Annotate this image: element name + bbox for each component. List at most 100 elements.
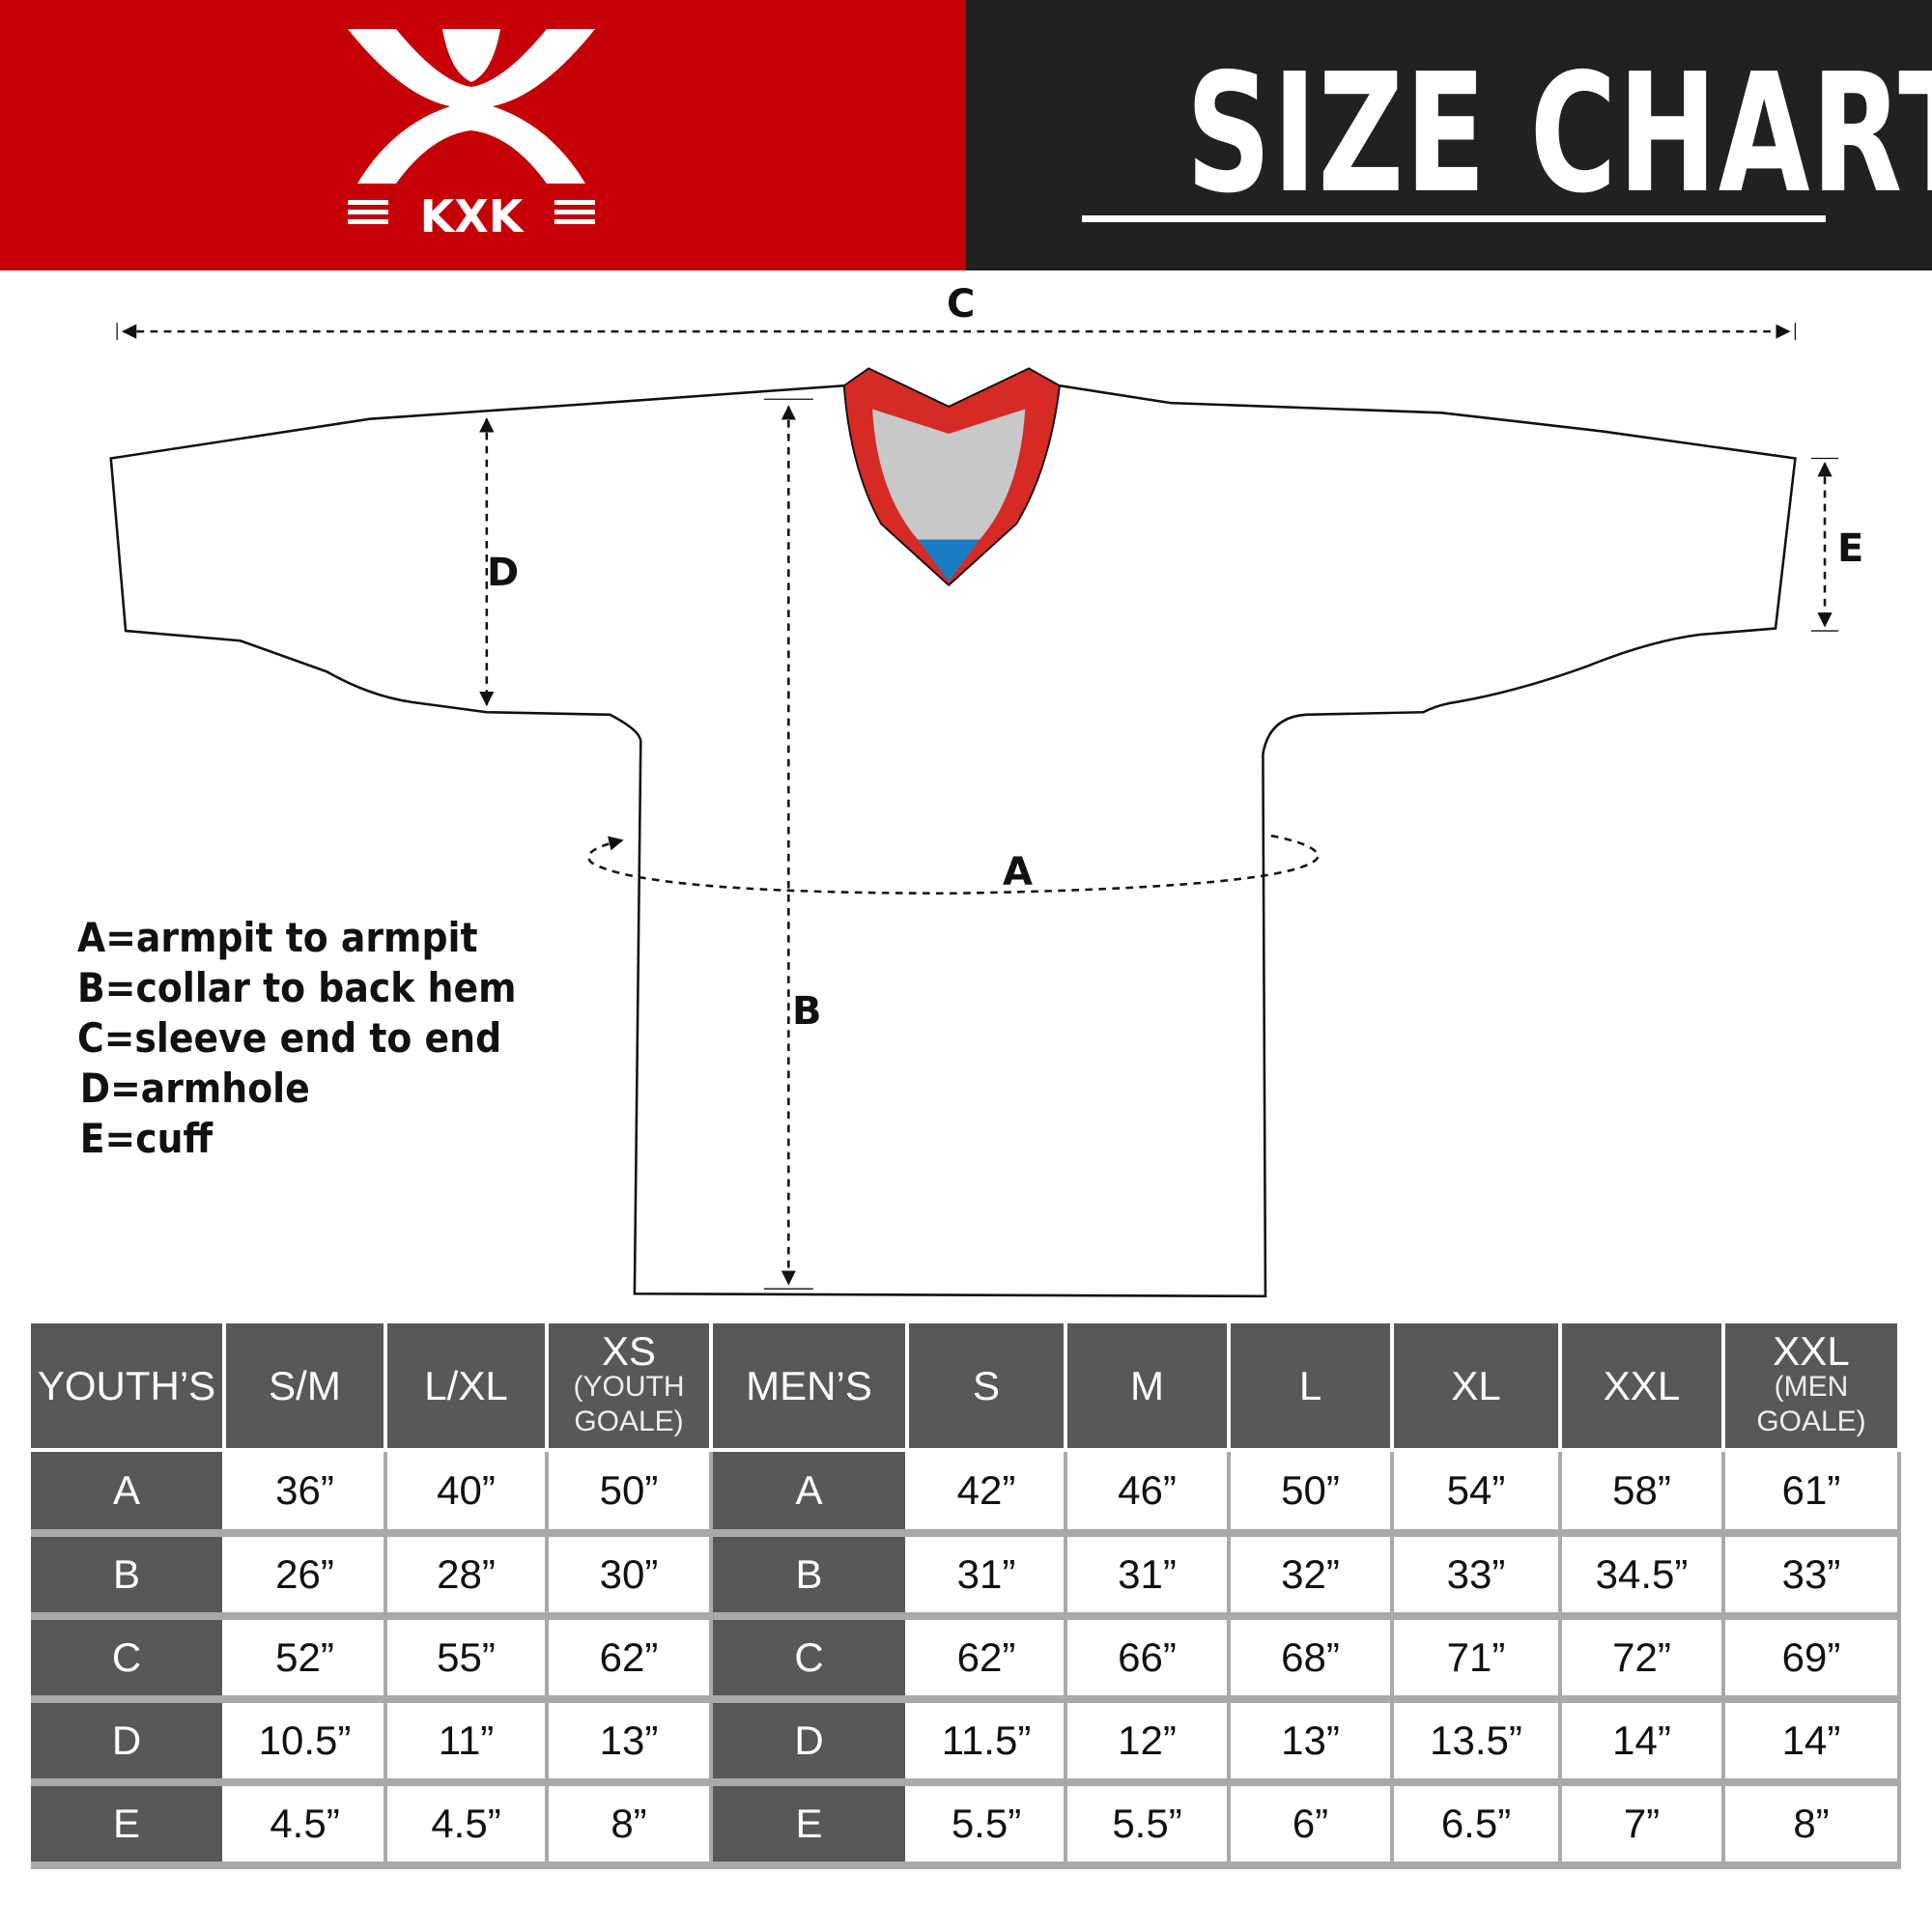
cell-value: 36” [224,1450,387,1537]
cell-value: 34.5” [1560,1533,1725,1620]
cell-value: 26” [224,1533,387,1620]
cell-value: 52” [224,1616,387,1703]
cell-value: 32” [1229,1533,1394,1620]
cell-value: 5.5” [1065,1782,1231,1869]
cell-value: 46” [1065,1450,1231,1537]
row-label: E [31,1782,226,1869]
header-label: S/M [269,1362,341,1408]
cell-value: 71” [1392,1616,1562,1703]
header-label: L/XL [424,1362,508,1408]
brand-name: KXK [420,190,526,242]
cell-value: 72” [1560,1616,1725,1703]
title-underline [1082,215,1826,222]
size-table: YOUTH’S S/M L/XL XS (YOUTH GOALE) MEN’S S M L XL X… [31,1323,1901,1869]
title-banner [966,0,1932,270]
cell-value: 6” [1229,1782,1394,1869]
table-row: B 26” 28” 30” B 31” 31” 32” 33” 34.5” 33” [31,1533,1901,1620]
legend-item: A=armpit to armpit [77,914,478,961]
youth-header: YOUTH’S [31,1323,226,1452]
header-label: S [972,1362,1000,1408]
cell-value: 11.5” [907,1699,1067,1786]
row-label: C [31,1616,226,1703]
cell-value: 58” [1560,1450,1725,1537]
header-label: XXL [1603,1362,1681,1408]
cell-value: 11” [385,1699,549,1786]
cell-value: 8” [547,1782,713,1869]
label-d: D [487,551,520,595]
cell-value: 54” [1392,1450,1562,1537]
collar-insert [918,539,980,582]
row-label: A [31,1450,226,1537]
kxk-logo: KXK [348,29,595,242]
cell-value: 4.5” [385,1782,549,1869]
cell-value: 28” [385,1533,549,1620]
collar-inner [872,409,1026,540]
cell-value: 6.5” [1392,1782,1562,1869]
header-label: XS [601,1327,657,1374]
cell-value: 13” [1229,1699,1394,1786]
size-header: XXL [1560,1323,1725,1452]
header-label: XXL [1773,1327,1850,1374]
cell-value: 50” [1229,1450,1394,1537]
size-header: S/M [224,1323,387,1452]
row-label: D [711,1699,909,1786]
cell-value: 33” [1723,1533,1901,1620]
jersey-outline [109,384,1797,1298]
cell-value: 14” [1723,1699,1901,1786]
table-row: A 36” 40” 50” A 42” 46” 50” 54” 58” 61” [31,1450,1901,1537]
label-c: C [947,282,976,327]
header-sublabel: (MEN GOALE) [1756,1370,1866,1437]
legend-item: D=armhole [79,1065,310,1112]
men-header: MEN’S [711,1323,909,1452]
cell-value: 31” [907,1533,1067,1620]
legend-item: C=sleeve end to end [77,1014,502,1062]
cell-value: 13” [547,1699,713,1786]
size-header: XXL (MEN GOALE) [1723,1323,1901,1452]
row-label: C [711,1616,909,1703]
size-header: M [1065,1323,1231,1452]
cell-value: 4.5” [224,1782,387,1869]
cell-value: 33” [1392,1533,1562,1620]
header-label: MEN’S [746,1362,872,1408]
cell-value: 5.5” [907,1782,1067,1869]
header-label: YOUTH’S [37,1362,216,1408]
label-e: E [1837,526,1864,571]
cell-value: 62” [907,1616,1067,1703]
measurement-legend: A=armpit to armpit B=collar to back hem … [77,913,516,1164]
cell-value: 10.5” [224,1699,387,1786]
table-row: C 52” 55” 62” C 62” 66” 68” 71” 72” 69” [31,1616,1901,1703]
cell-value: 69” [1723,1616,1901,1703]
cell-value: 14” [1560,1699,1725,1786]
cell-value: 66” [1065,1616,1231,1703]
cell-value: 62” [547,1616,713,1703]
cell-value: 13.5” [1392,1699,1562,1786]
header-label: XL [1451,1362,1501,1408]
cell-value: 61” [1723,1450,1901,1537]
header-sublabel: (YOUTH GOALE) [573,1370,685,1437]
cell-value: 68” [1229,1616,1394,1703]
legend-item: E=cuff [79,1115,213,1162]
cell-value: 50” [547,1450,713,1537]
cell-value: 7” [1560,1782,1725,1869]
table-row: E 4.5” 4.5” 8” E 5.5” 5.5” 6” 6.5” 7” 8” [31,1782,1901,1869]
label-a: A [1003,850,1033,895]
cell-value: 31” [1065,1533,1231,1620]
size-header: L [1229,1323,1394,1452]
header-label: L [1298,1362,1322,1408]
cell-value: 42” [907,1450,1067,1537]
legend-item: B=collar to back hem [77,964,517,1011]
size-header: XS (YOUTH GOALE) [547,1323,713,1452]
row-label: A [711,1450,909,1537]
row-label: B [711,1533,909,1620]
cell-value: 30” [547,1533,713,1620]
table-row: D 10.5” 11” 13” D 11.5” 12” 13” 13.5” 14” 14” [31,1699,1901,1786]
cell-value: 12” [1065,1699,1231,1786]
row-label: E [711,1782,909,1869]
a-measure-ellipse [587,834,1321,895]
size-header: L/XL [385,1323,549,1452]
cell-value: 8” [1723,1782,1901,1869]
header-label: M [1130,1362,1164,1408]
row-label: D [31,1699,226,1786]
size-header: XL [1392,1323,1562,1452]
